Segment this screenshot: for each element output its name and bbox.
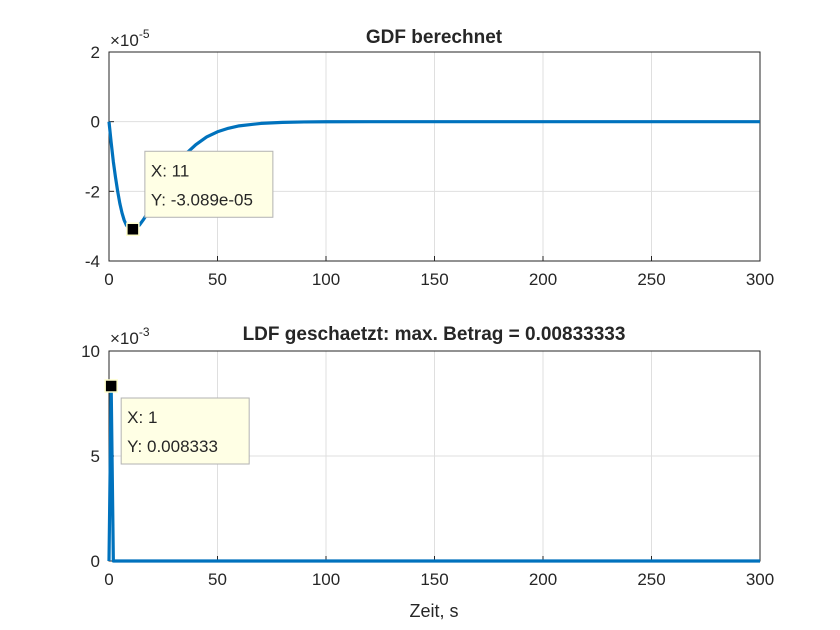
y-ticks-top: 2 0 -2 -4 [85,43,114,271]
y-tick-label: 0 [91,552,100,571]
chart-title-top: GDF berechnet [366,27,503,48]
axes-top: 0 50 100 150 200 250 300 20-2-4 GDF berechnet … [85,27,774,289]
x-tick-label: 50 [208,270,227,289]
x-tick-label: 250 [637,270,665,289]
datatip-bottom[interactable]: X: 1 Y: 0.008333 [104,379,250,465]
datatip-marker[interactable] [104,379,118,393]
chart-title-bottom: LDF geschaetzt: max. Betrag = 0.00833333 [243,324,626,345]
x-tick-label: 50 [208,570,227,589]
datatip-y-label: Y: 0.008333 [127,437,218,456]
datatip-box [120,397,250,465]
datatip-box [144,150,274,218]
y-exponent-top: ×10-5 [110,27,150,50]
datatip-top[interactable]: X: 11 Y: -3.089e-05 [126,150,274,237]
y-tick-label: 10 [81,342,100,361]
y-tick-label: -2 [85,182,100,201]
y-tick-label: 0 [91,113,100,132]
x-tick-label: 150 [420,270,448,289]
x-ticks-bottom: 0 50 100 150 200 250 300 [104,556,774,589]
x-tick-label: 100 [312,570,340,589]
datatip-marker[interactable] [126,222,140,237]
x-tick-label: 300 [746,270,774,289]
x-ticks-top: 0 50 100 150 200 250 300 [104,256,774,289]
datatip-y-label: Y: -3.089e-05 [151,190,253,209]
series-bottom [107,384,760,563]
x-tick-label: 200 [529,270,557,289]
x-tick-label: 200 [529,570,557,589]
x-tick-label: 150 [420,570,448,589]
x-tick-label: 0 [104,270,113,289]
x-axis-label-bottom: Zeit, s [409,601,458,621]
x-tick-label: 100 [312,270,340,289]
y-tick-label: -4 [85,252,100,271]
x-tick-label: 300 [746,570,774,589]
x-tick-label: 250 [637,570,665,589]
y-tick-label: 2 [91,43,100,62]
datatip-x-label: X: 1 [127,408,157,427]
y-exponent-bottom: ×10-3 [110,325,150,348]
series-line [107,384,760,563]
x-tick-label: 0 [104,570,113,589]
y-tick-label: 5 [91,447,100,466]
datatip-x-label: X: 11 [151,161,189,180]
